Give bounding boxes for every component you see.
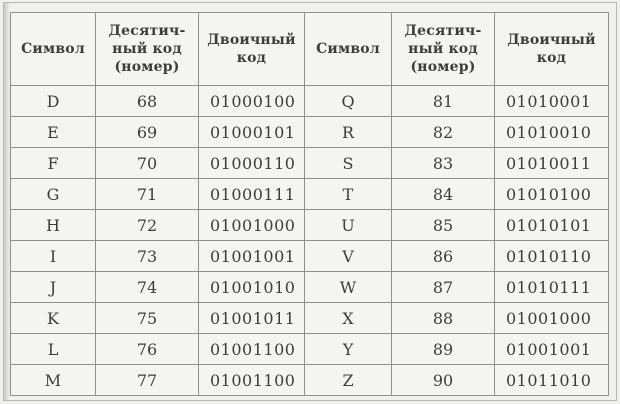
header-binary-right: Двоичный код bbox=[494, 12, 609, 86]
decimal-cell: 86 bbox=[391, 240, 495, 272]
decimal-cell: 83 bbox=[391, 147, 495, 179]
symbol-cell: Z bbox=[304, 364, 392, 396]
decimal-cell: 76 bbox=[95, 333, 199, 365]
symbol-cell: U bbox=[304, 209, 392, 241]
decimal-cell: 84 bbox=[391, 178, 495, 210]
symbol-cell: V bbox=[304, 240, 392, 272]
header-binary-left: Двоичный код bbox=[198, 12, 305, 86]
decimal-cell: 70 bbox=[95, 147, 199, 179]
table-row: K 75 01001011 X 88 01001000 bbox=[10, 302, 609, 334]
character-code-table: Символ Десятич- ный код (номер) Двоичный… bbox=[10, 12, 609, 396]
binary-cell: 01010110 bbox=[494, 240, 609, 272]
table-row: M 77 01001100 Z 90 01011010 bbox=[10, 364, 609, 396]
binary-cell: 01011010 bbox=[494, 364, 609, 396]
decimal-cell: 75 bbox=[95, 302, 199, 334]
binary-cell: 01010010 bbox=[494, 116, 609, 148]
symbol-cell: G bbox=[10, 178, 96, 210]
binary-cell: 01001001 bbox=[494, 333, 609, 365]
table-header: Символ Десятич- ный код (номер) Двоичный… bbox=[10, 12, 609, 86]
symbol-cell: E bbox=[10, 116, 96, 148]
binary-cell: 01001000 bbox=[198, 209, 305, 241]
binary-cell: 01010001 bbox=[494, 85, 609, 117]
table-row: F 70 01000110 S 83 01010011 bbox=[10, 147, 609, 179]
symbol-cell: J bbox=[10, 271, 96, 303]
header-decimal-right: Десятич- ный код (номер) bbox=[391, 12, 495, 86]
table-row: E 69 01000101 R 82 01010010 bbox=[10, 116, 609, 148]
binary-cell: 01010101 bbox=[494, 209, 609, 241]
binary-cell: 01001100 bbox=[198, 364, 305, 396]
header-symbol-left: Символ bbox=[10, 12, 96, 86]
symbol-cell: X bbox=[304, 302, 392, 334]
symbol-cell: R bbox=[304, 116, 392, 148]
symbol-cell: T bbox=[304, 178, 392, 210]
symbol-cell: Q bbox=[304, 85, 392, 117]
decimal-cell: 82 bbox=[391, 116, 495, 148]
symbol-cell: L bbox=[10, 333, 96, 365]
decimal-cell: 89 bbox=[391, 333, 495, 365]
decimal-cell: 77 bbox=[95, 364, 199, 396]
binary-cell: 01010100 bbox=[494, 178, 609, 210]
binary-cell: 01001001 bbox=[198, 240, 305, 272]
header-row: Символ Десятич- ный код (номер) Двоичный… bbox=[10, 12, 609, 86]
binary-cell: 01001000 bbox=[494, 302, 609, 334]
symbol-cell: W bbox=[304, 271, 392, 303]
binary-cell: 01001100 bbox=[198, 333, 305, 365]
decimal-cell: 87 bbox=[391, 271, 495, 303]
symbol-cell: D bbox=[10, 85, 96, 117]
decimal-cell: 90 bbox=[391, 364, 495, 396]
binary-cell: 01001010 bbox=[198, 271, 305, 303]
symbol-cell: M bbox=[10, 364, 96, 396]
symbol-cell: S bbox=[304, 147, 392, 179]
decimal-cell: 69 bbox=[95, 116, 199, 148]
decimal-cell: 68 bbox=[95, 85, 199, 117]
symbol-cell: K bbox=[10, 302, 96, 334]
binary-cell: 01010011 bbox=[494, 147, 609, 179]
decimal-cell: 71 bbox=[95, 178, 199, 210]
binary-cell: 01000101 bbox=[198, 116, 305, 148]
table-row: L 76 01001100 Y 89 01001001 bbox=[10, 333, 609, 365]
symbol-cell: H bbox=[10, 209, 96, 241]
binary-cell: 01000100 bbox=[198, 85, 305, 117]
table-row: J 74 01001010 W 87 01010111 bbox=[10, 271, 609, 303]
table-row: H 72 01001000 U 85 01010101 bbox=[10, 209, 609, 241]
table-row: G 71 01000111 T 84 01010100 bbox=[10, 178, 609, 210]
binary-cell: 01010111 bbox=[494, 271, 609, 303]
decimal-cell: 72 bbox=[95, 209, 199, 241]
decimal-cell: 74 bbox=[95, 271, 199, 303]
decimal-cell: 81 bbox=[391, 85, 495, 117]
header-decimal-left: Десятич- ный код (номер) bbox=[95, 12, 199, 86]
table-row: D 68 01000100 Q 81 01010001 bbox=[10, 85, 609, 117]
table-body: D 68 01000100 Q 81 01010001 E 69 01000101 R 82 0101… bbox=[10, 85, 609, 396]
scan-left-shadow bbox=[3, 3, 10, 401]
header-symbol-right: Символ bbox=[304, 12, 392, 86]
binary-cell: 01000110 bbox=[198, 147, 305, 179]
symbol-cell: Y bbox=[304, 333, 392, 365]
decimal-cell: 73 bbox=[95, 240, 199, 272]
symbol-cell: I bbox=[10, 240, 96, 272]
binary-cell: 01001011 bbox=[198, 302, 305, 334]
binary-cell: 01000111 bbox=[198, 178, 305, 210]
decimal-cell: 85 bbox=[391, 209, 495, 241]
decimal-cell: 88 bbox=[391, 302, 495, 334]
symbol-cell: F bbox=[10, 147, 96, 179]
table-row: I 73 01001001 V 86 01010110 bbox=[10, 240, 609, 272]
